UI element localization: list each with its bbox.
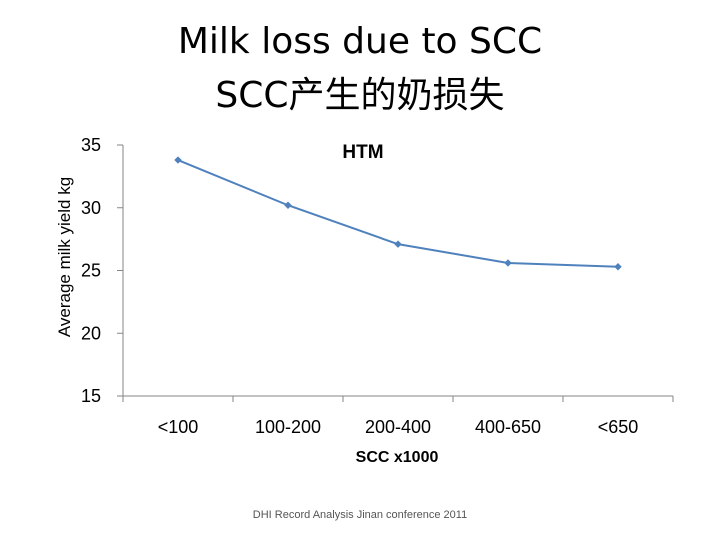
- y-tick-label: 35: [81, 135, 101, 155]
- y-tick-label: 30: [81, 198, 101, 218]
- slide-title: Milk loss due to SCC: [177, 21, 543, 62]
- x-tick-label: <650: [598, 417, 639, 437]
- y-tick-label: 15: [81, 386, 101, 406]
- y-tick-label: 25: [81, 261, 101, 281]
- data-point: [614, 263, 622, 271]
- chart-series: [174, 156, 622, 271]
- x-tick-label: 100-200: [255, 417, 321, 437]
- data-point: [394, 240, 402, 248]
- y-tick-label: 20: [81, 323, 101, 343]
- x-axis-label: SCC x1000: [356, 449, 439, 466]
- x-tick-label: 400-650: [475, 417, 541, 437]
- data-point: [174, 156, 182, 164]
- data-point: [504, 259, 512, 267]
- y-tick-labels: 15 20 25 30 35: [81, 135, 101, 406]
- series-line: [177, 159, 619, 268]
- x-tick-label: <100: [158, 417, 199, 437]
- slide-subtitle: SCC产生的奶损失: [215, 75, 505, 116]
- chart-title: HTM: [342, 142, 383, 163]
- x-tick-label: 200-400: [365, 417, 431, 437]
- footer-source: DHI Record Analysis Jinan conference 201…: [252, 509, 468, 521]
- data-point: [284, 201, 292, 209]
- chart-axes: [117, 144, 674, 402]
- y-axis-label: Average milk yield kg: [55, 177, 74, 337]
- x-tick-labels: <100 100-200 200-400 400-650 <650: [158, 417, 639, 437]
